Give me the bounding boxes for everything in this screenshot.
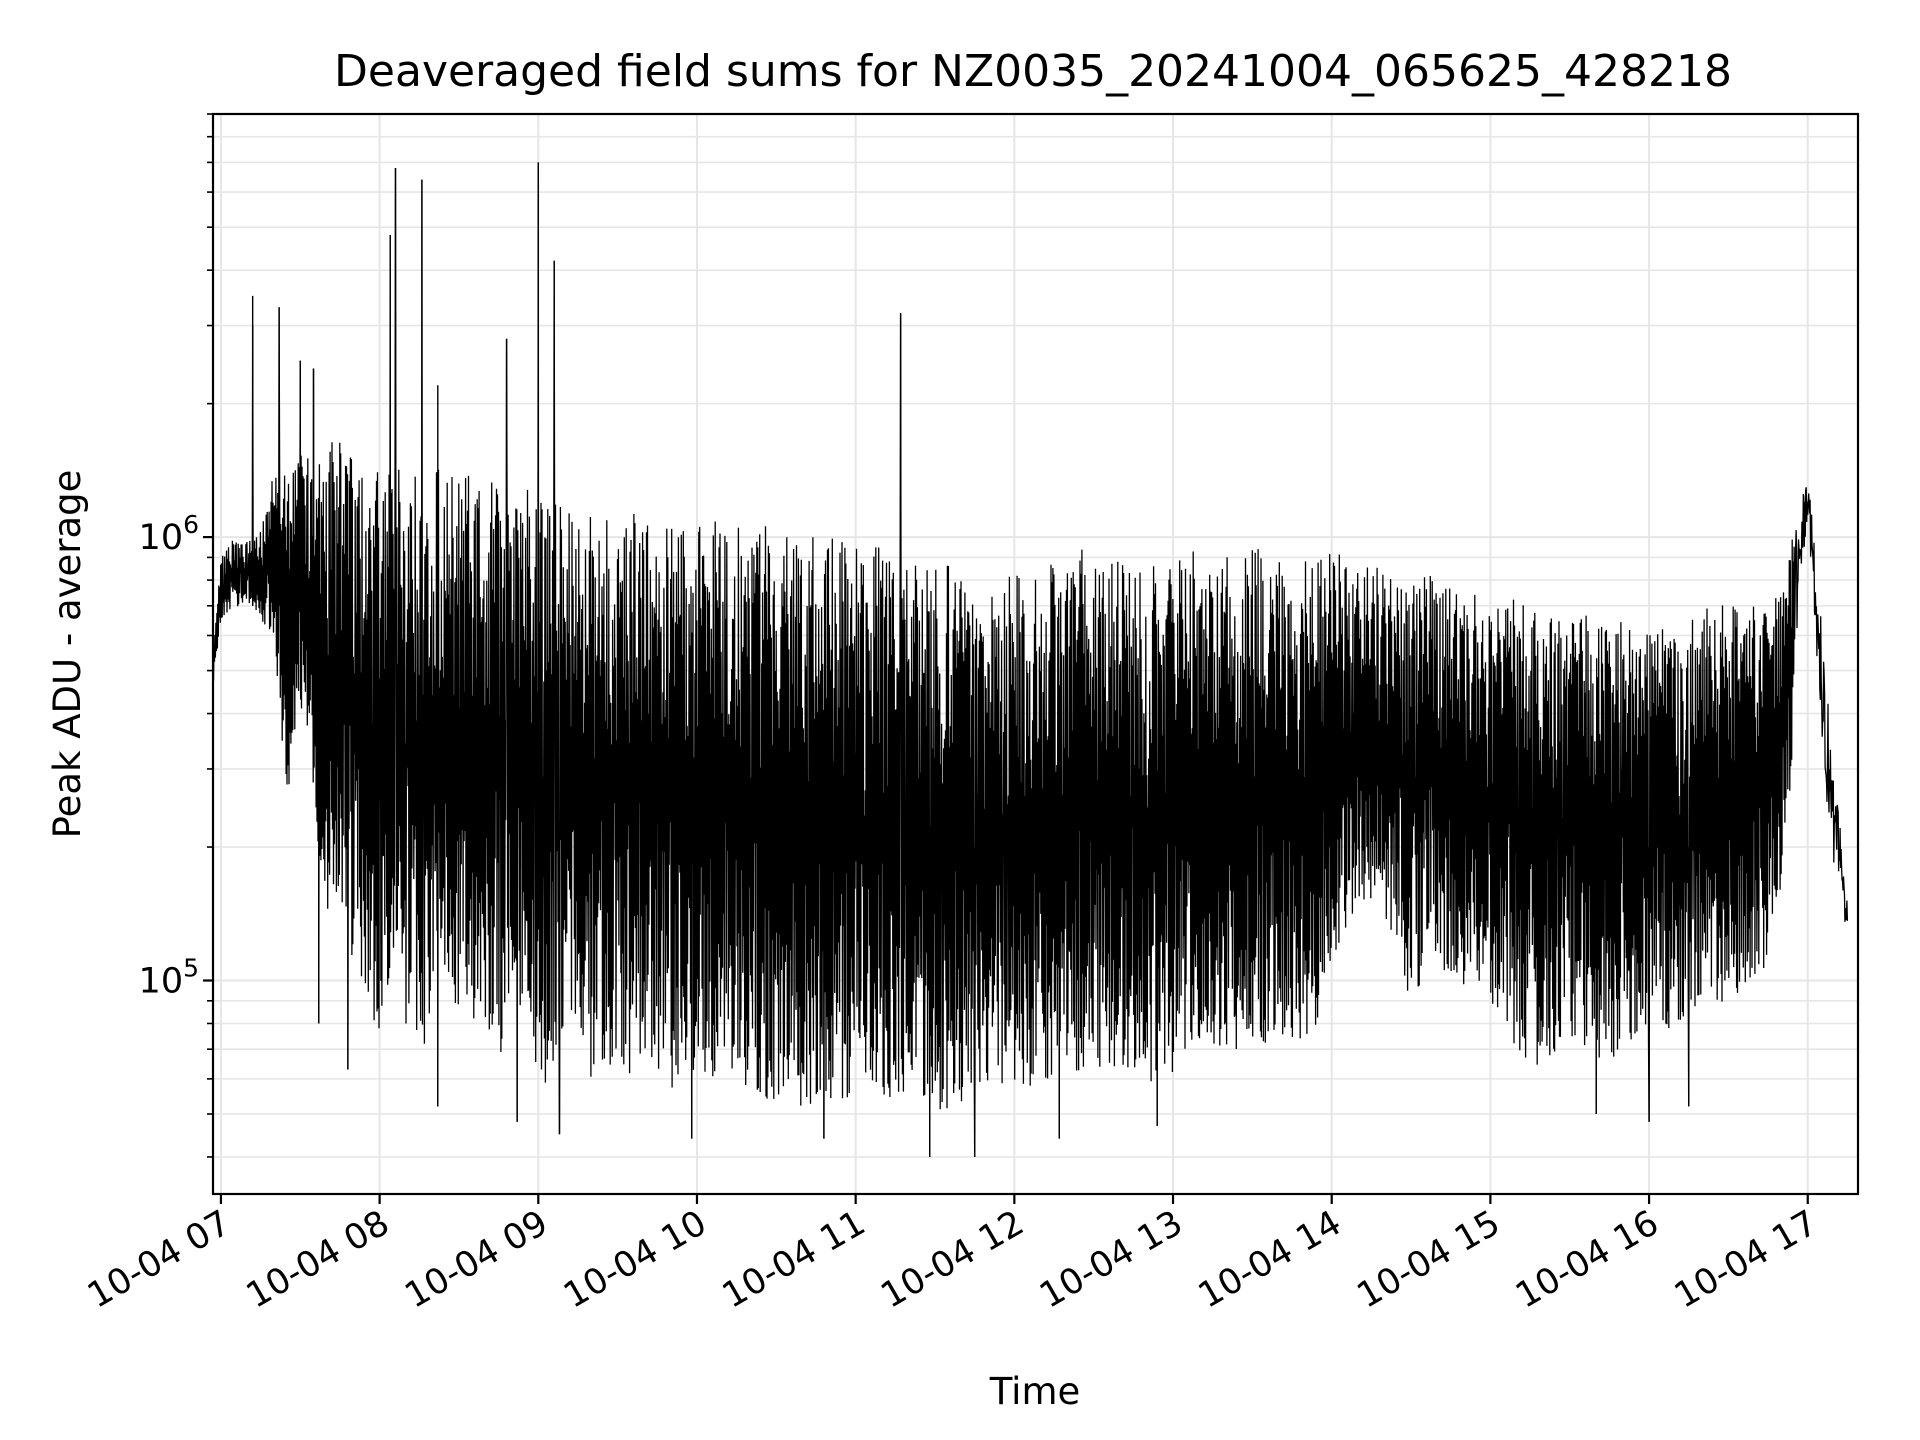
y-tick-exponent: 6 xyxy=(183,510,199,539)
y-tick-exponent: 5 xyxy=(183,954,199,983)
y-tick-label: 105 xyxy=(139,954,199,1002)
y-tick-base: 10 xyxy=(139,962,184,1002)
series-layer xyxy=(213,162,1849,1158)
x-axis-label: Time xyxy=(989,1370,1081,1413)
chart-title: Deaveraged field sums for NZ0035_2024100… xyxy=(334,46,1732,97)
y-tick-label: 106 xyxy=(139,510,199,558)
series-line xyxy=(213,162,1849,1158)
y-axis-label: Peak ADU - average xyxy=(46,470,89,839)
y-tick-base: 10 xyxy=(139,518,184,558)
plot-frame xyxy=(211,112,1860,1196)
